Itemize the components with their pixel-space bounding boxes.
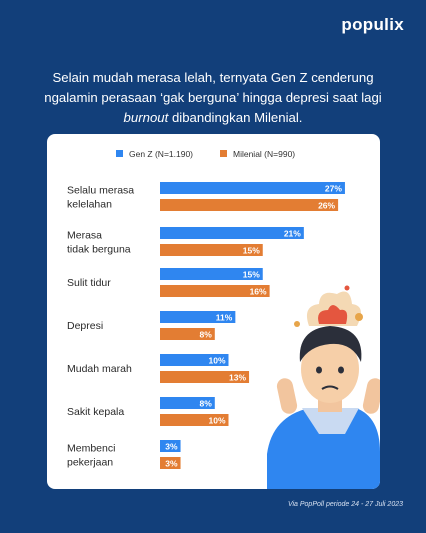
bar-value-label: 8% xyxy=(200,398,213,408)
headline-text-end: dibandingkan Milenial. xyxy=(168,110,303,125)
headline-emphasis: burnout xyxy=(123,110,169,125)
bar-milenial xyxy=(160,285,270,297)
bar-milenial xyxy=(160,371,250,383)
bar-value-label: 21% xyxy=(284,228,301,238)
bar-value-label: 15% xyxy=(243,245,260,255)
bar-value-label: 3% xyxy=(165,458,178,468)
populix-logo: populix xyxy=(341,15,404,34)
bar-value-label: 10% xyxy=(208,415,225,425)
category-label: kelelahan xyxy=(67,199,112,211)
bar-value-label: 3% xyxy=(165,441,178,451)
bar-value-label: 13% xyxy=(229,372,246,382)
legend-swatch xyxy=(220,150,227,157)
category-label: Mudah marah xyxy=(67,363,132,375)
bar-gen-z xyxy=(160,182,345,194)
bar-value-label: 16% xyxy=(250,286,267,296)
bar-milenial xyxy=(160,414,229,426)
chart-legend: Gen Z (N=1.190) Milenial (N=990) xyxy=(116,149,295,159)
headline-text: Selain mudah merasa lelah, ternyata Gen … xyxy=(44,70,382,105)
bar-gen-z xyxy=(160,311,236,323)
headline: Selain mudah merasa lelah, ternyata Gen … xyxy=(30,68,396,128)
bar-value-label: 26% xyxy=(318,200,335,210)
chart-card: Gen Z (N=1.190) Milenial (N=990) Selalu m… xyxy=(47,134,380,489)
category-label: Membenci xyxy=(67,443,115,455)
category-label: Sakit kepala xyxy=(67,406,124,418)
bar-milenial xyxy=(160,199,339,211)
bar-gen-z xyxy=(160,440,181,452)
bar-milenial xyxy=(160,244,263,256)
legend-label: Milenial (N=990) xyxy=(233,149,295,159)
bar-gen-z xyxy=(160,227,304,239)
bar-value-label: 10% xyxy=(208,355,225,365)
bar-milenial xyxy=(160,457,181,469)
category-label: tidak berguna xyxy=(67,244,131,256)
bar-value-label: 27% xyxy=(325,183,342,193)
chart-rows: Selalu merasa kelelahan 27% 26% Merasa tidak … xyxy=(67,182,345,469)
bar-value-label: 11% xyxy=(216,312,233,322)
legend-swatch xyxy=(116,150,123,157)
category-label: Depresi xyxy=(67,320,103,332)
bar-gen-z xyxy=(160,397,215,409)
stressed-person-illustration xyxy=(267,285,380,489)
bar-value-label: 8% xyxy=(200,329,213,339)
legend-label: Gen Z (N=1.190) xyxy=(129,149,193,159)
bar-value-label: 15% xyxy=(243,269,260,279)
bar-gen-z xyxy=(160,268,263,280)
category-label: Sulit tidur xyxy=(67,277,111,289)
bar-chart: Gen Z (N=1.190) Milenial (N=990) Selalu m… xyxy=(67,149,380,489)
bar-gen-z xyxy=(160,354,229,366)
category-label: Merasa xyxy=(67,230,102,242)
source-note: Via PopPoll periode 24 - 27 Juli 2023 xyxy=(287,501,403,508)
category-label: pekerjaan xyxy=(67,457,113,469)
bar-milenial xyxy=(160,328,215,340)
category-label: Selalu merasa xyxy=(67,185,134,197)
